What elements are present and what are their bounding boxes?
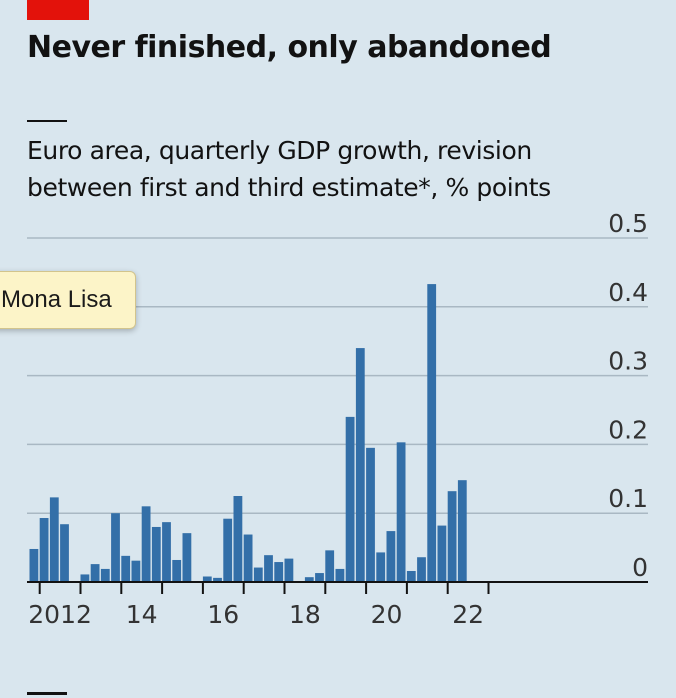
bar	[355, 348, 365, 582]
bar	[315, 573, 324, 582]
bar	[60, 524, 69, 582]
bar	[447, 491, 457, 582]
subtitle-line-1: Euro area, quarterly GDP growth, revisio…	[27, 136, 532, 165]
y-tick-label: 0.3	[608, 347, 648, 376]
gridlines	[27, 237, 648, 514]
bar	[202, 576, 212, 582]
bar	[29, 548, 39, 582]
bar	[406, 570, 416, 582]
bar	[141, 506, 151, 582]
bar	[223, 518, 233, 582]
chart-title: Never finished, only abandoned	[27, 30, 552, 65]
x-tick-label: 2012	[28, 600, 92, 629]
y-tick-label: 0.2	[608, 415, 648, 444]
bar	[376, 552, 386, 582]
subtitle-line-2: between first and third estimate*, % poi…	[27, 173, 551, 202]
bar	[233, 496, 243, 582]
bar	[396, 442, 406, 582]
bar	[172, 559, 182, 582]
bar	[111, 513, 120, 582]
bar	[213, 577, 222, 582]
y-tick-label: 0.4	[608, 278, 648, 307]
y-tick-label: 0	[632, 553, 648, 582]
bar	[162, 522, 171, 582]
y-tick-label: 0.1	[608, 484, 648, 513]
bar	[49, 497, 59, 582]
bar	[90, 564, 100, 582]
bar	[253, 567, 263, 582]
footer-rule	[27, 692, 67, 695]
bar	[121, 555, 131, 582]
bars	[29, 284, 467, 582]
x-axis: 2012 14 16 18 20 22	[27, 581, 648, 629]
bar	[325, 550, 335, 582]
bar	[457, 480, 467, 582]
bar	[417, 557, 426, 582]
bar	[345, 416, 355, 582]
bar	[182, 533, 192, 582]
bar	[304, 577, 314, 582]
bar	[366, 447, 375, 582]
bar	[151, 526, 161, 582]
bar	[264, 555, 273, 582]
tooltip-text: Mona Lisa	[1, 286, 112, 313]
x-tick-label: 22	[452, 600, 484, 629]
bar	[39, 518, 49, 582]
bar	[131, 560, 141, 582]
bar	[335, 568, 345, 582]
title-rule	[27, 120, 67, 122]
bar	[437, 525, 447, 582]
bar	[100, 568, 110, 582]
x-tick-label: 14	[126, 600, 158, 629]
bar	[284, 558, 294, 582]
chart-subtitle: Euro area, quarterly GDP growth, revisio…	[27, 132, 551, 206]
x-tick-label: 20	[371, 600, 403, 629]
bar	[80, 574, 90, 582]
bar	[386, 531, 396, 582]
y-tick-label: 0.5	[608, 209, 648, 238]
tooltip: Mona Lisa	[0, 271, 136, 329]
bar	[274, 562, 284, 582]
economist-red-tag	[27, 0, 89, 20]
x-tick-label: 16	[207, 600, 239, 629]
bar	[427, 284, 437, 582]
y-tick-labels: 0 0.1 0.2 0.3 0.4 0.5	[608, 209, 648, 582]
bar	[243, 534, 253, 582]
x-tick-label: 18	[289, 600, 321, 629]
